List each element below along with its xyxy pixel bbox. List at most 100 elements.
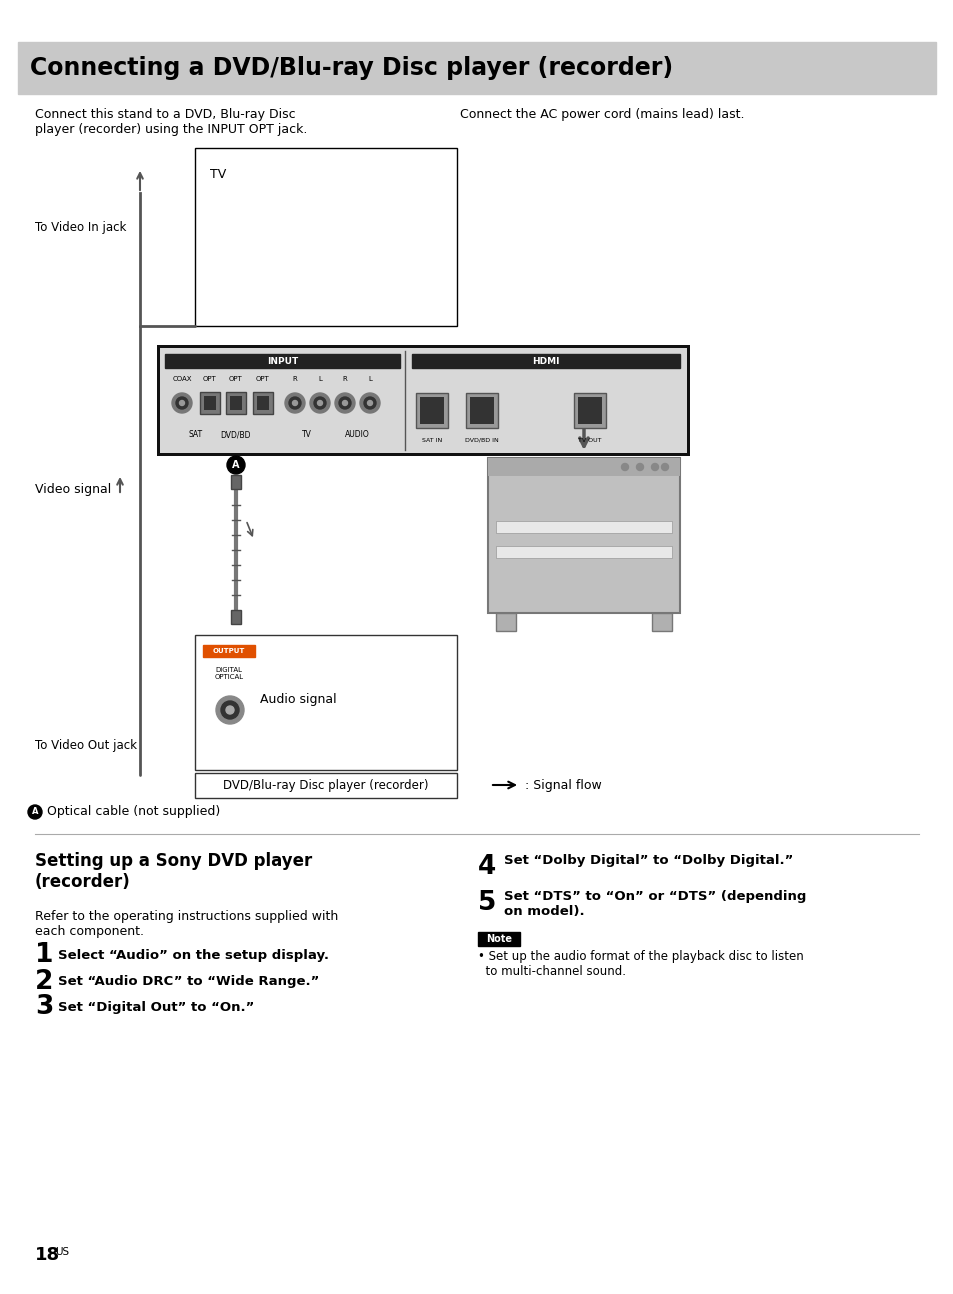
Text: Set “Digital Out” to “On.”: Set “Digital Out” to “On.”: [58, 1000, 254, 1013]
Bar: [204, 396, 215, 410]
Text: To Video Out jack: To Video Out jack: [35, 739, 137, 752]
Text: To Video In jack: To Video In jack: [35, 221, 126, 234]
Bar: [226, 392, 246, 414]
Text: R: R: [293, 377, 297, 382]
Text: AUDIO: AUDIO: [344, 430, 369, 439]
Bar: [165, 355, 399, 367]
Bar: [578, 397, 601, 424]
Text: R: R: [342, 377, 347, 382]
Text: Connect the AC power cord (mains lead) last.: Connect the AC power cord (mains lead) l…: [459, 107, 743, 122]
Text: Setting up a Sony DVD player
(recorder): Setting up a Sony DVD player (recorder): [35, 851, 312, 890]
Circle shape: [179, 401, 184, 405]
Text: DVD/BD: DVD/BD: [220, 430, 251, 439]
Bar: [194, 635, 456, 770]
Text: 2: 2: [35, 969, 53, 995]
Bar: [496, 521, 671, 533]
Circle shape: [28, 805, 42, 819]
Circle shape: [172, 393, 192, 413]
Bar: [231, 475, 241, 489]
Text: 18: 18: [35, 1246, 60, 1264]
Text: TV: TV: [210, 168, 226, 181]
Bar: [256, 396, 269, 410]
Text: L: L: [317, 377, 321, 382]
Circle shape: [227, 455, 245, 474]
Text: 5: 5: [477, 890, 496, 916]
Text: DVD/Blu-ray Disc player (recorder): DVD/Blu-ray Disc player (recorder): [223, 779, 428, 792]
Text: • Set up the audio format of the playback disc to listen
  to multi-channel soun: • Set up the audio format of the playbac…: [477, 950, 803, 978]
Bar: [465, 393, 497, 428]
Text: 4: 4: [477, 854, 496, 880]
Circle shape: [226, 707, 233, 714]
Circle shape: [215, 696, 244, 725]
Text: Connecting a DVD/Blu-ray Disc player (recorder): Connecting a DVD/Blu-ray Disc player (re…: [30, 56, 673, 80]
Bar: [200, 392, 220, 414]
Text: DVD/BD IN: DVD/BD IN: [465, 437, 498, 443]
Bar: [419, 397, 443, 424]
Text: 1: 1: [35, 942, 53, 968]
Text: Connect this stand to a DVD, Blu-ray Disc
player (recorder) using the INPUT OPT : Connect this stand to a DVD, Blu-ray Dis…: [35, 107, 307, 136]
Bar: [477, 932, 519, 946]
Text: COAX: COAX: [172, 377, 192, 382]
Circle shape: [651, 463, 658, 471]
Text: Video signal: Video signal: [35, 484, 112, 497]
Bar: [496, 613, 516, 631]
Circle shape: [367, 401, 372, 405]
Text: Set “Dolby Digital” to “Dolby Digital.”: Set “Dolby Digital” to “Dolby Digital.”: [503, 854, 793, 867]
Text: A: A: [232, 459, 239, 470]
Bar: [194, 773, 456, 798]
Bar: [18, 41, 935, 94]
Text: Refer to the operating instructions supplied with
each component.: Refer to the operating instructions supp…: [35, 910, 338, 938]
Bar: [230, 396, 242, 410]
Text: Note: Note: [485, 934, 512, 945]
Text: INPUT: INPUT: [267, 357, 297, 365]
Bar: [203, 644, 254, 657]
Circle shape: [335, 393, 355, 413]
Circle shape: [620, 463, 628, 471]
Bar: [160, 348, 686, 453]
Text: Optical cable (not supplied): Optical cable (not supplied): [47, 805, 220, 819]
Circle shape: [317, 401, 322, 405]
Bar: [412, 355, 679, 367]
Text: DIGITAL
OPTICAL: DIGITAL OPTICAL: [214, 666, 243, 681]
Circle shape: [636, 463, 643, 471]
Text: TV: TV: [302, 430, 312, 439]
Bar: [416, 393, 448, 428]
Text: TV OUT: TV OUT: [578, 437, 601, 443]
Circle shape: [293, 401, 297, 405]
Text: US: US: [55, 1247, 69, 1256]
Text: Select “Audio” on the setup display.: Select “Audio” on the setup display.: [58, 949, 329, 961]
Circle shape: [310, 393, 330, 413]
Circle shape: [175, 397, 188, 409]
Text: OPT: OPT: [203, 377, 216, 382]
Circle shape: [359, 393, 379, 413]
Bar: [231, 609, 241, 624]
Text: 3: 3: [35, 994, 53, 1020]
Text: SAT IN: SAT IN: [421, 437, 441, 443]
Text: SAT: SAT: [189, 430, 203, 439]
Text: A: A: [31, 807, 38, 817]
Circle shape: [660, 463, 668, 471]
Circle shape: [221, 701, 239, 719]
Circle shape: [314, 397, 326, 409]
Bar: [651, 613, 671, 631]
Bar: [496, 546, 671, 558]
Bar: [574, 393, 605, 428]
Text: Audio signal: Audio signal: [260, 694, 336, 707]
Bar: [488, 458, 679, 476]
Bar: [488, 458, 679, 613]
Circle shape: [289, 397, 301, 409]
Bar: [157, 345, 689, 455]
Text: Set “DTS” to “On” or “DTS” (depending
on model).: Set “DTS” to “On” or “DTS” (depending on…: [503, 890, 805, 917]
Text: OPT: OPT: [229, 377, 243, 382]
Text: L: L: [368, 377, 372, 382]
Text: : Signal flow: : Signal flow: [524, 779, 601, 792]
Bar: [194, 148, 456, 326]
Text: OUTPUT: OUTPUT: [213, 648, 245, 653]
Bar: [470, 397, 494, 424]
Circle shape: [338, 397, 351, 409]
Circle shape: [285, 393, 305, 413]
Text: Set “Audio DRC” to “Wide Range.”: Set “Audio DRC” to “Wide Range.”: [58, 976, 319, 989]
Circle shape: [342, 401, 347, 405]
Text: OPT: OPT: [255, 377, 270, 382]
Bar: [253, 392, 273, 414]
